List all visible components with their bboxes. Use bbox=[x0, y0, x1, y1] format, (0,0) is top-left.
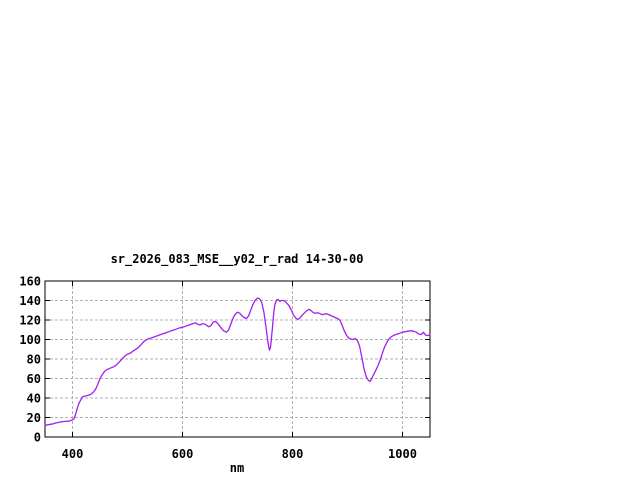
x-tick-label: 800 bbox=[282, 447, 304, 461]
y-tick-label: 120 bbox=[19, 314, 41, 328]
y-tick-label: 0 bbox=[34, 431, 41, 445]
axis-tick-labels: 400 600 800 1000 0 20 40 60 80 100 120 140 160 bbox=[19, 275, 417, 462]
x-tick-label: 400 bbox=[62, 447, 84, 461]
y-tick-label: 60 bbox=[27, 372, 41, 386]
y-tick-label: 20 bbox=[27, 411, 41, 425]
x-tick-label: 600 bbox=[172, 447, 194, 461]
chart-title: sr_2026_083_MSE__y02_r_rad 14-30-00 bbox=[111, 252, 364, 267]
x-tick-label: 1000 bbox=[388, 447, 417, 461]
y-tick-label: 140 bbox=[19, 294, 41, 308]
y-tick-label: 160 bbox=[19, 275, 41, 289]
grid-lines bbox=[45, 281, 430, 437]
x-axis-label: nm bbox=[230, 461, 244, 475]
y-tick-label: 80 bbox=[27, 353, 41, 367]
spectral-curve bbox=[44, 297, 431, 426]
y-tick-label: 100 bbox=[19, 333, 41, 347]
y-tick-label: 40 bbox=[27, 392, 41, 406]
axis-tick-marks bbox=[45, 280, 430, 438]
